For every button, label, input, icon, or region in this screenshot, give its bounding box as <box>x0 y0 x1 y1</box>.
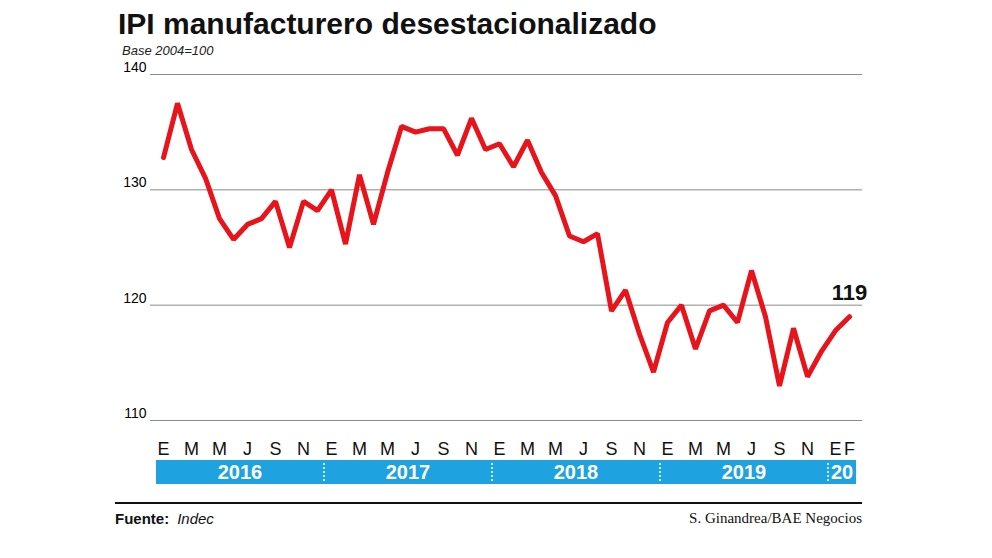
svg-text:F: F <box>844 439 855 459</box>
svg-text:N: N <box>633 439 646 459</box>
html-text:Indec: Indec <box>177 510 214 527</box>
svg-text:E: E <box>661 439 673 459</box>
svg-text:140: 140 <box>123 59 147 75</box>
svg-text:S: S <box>269 439 281 459</box>
svg-text:N: N <box>297 439 310 459</box>
svg-text:S: S <box>605 439 617 459</box>
svg-text:2019: 2019 <box>722 461 767 483</box>
svg-text:2017: 2017 <box>386 461 431 483</box>
svg-text:119: 119 <box>832 280 868 305</box>
svg-text:E: E <box>325 439 337 459</box>
svg-text:110: 110 <box>124 405 147 421</box>
svg-text:J: J <box>243 439 252 459</box>
svg-text:M: M <box>184 439 199 459</box>
svg-text:2018: 2018 <box>554 461 599 483</box>
svg-text:J: J <box>411 439 420 459</box>
svg-text:N: N <box>801 439 814 459</box>
svg-text:M: M <box>380 439 395 459</box>
html-text:IPI manufacturero desestaciona: IPI manufacturero desestacionalizado <box>118 7 657 40</box>
svg-text:M: M <box>688 439 703 459</box>
svg-text:M: M <box>548 439 563 459</box>
svg-text:J: J <box>747 439 756 459</box>
svg-text:M: M <box>520 439 535 459</box>
svg-text:20: 20 <box>831 461 853 483</box>
html-text:S. Ginandrea/BAE Negocios: S. Ginandrea/BAE Negocios <box>689 510 862 526</box>
html-text:Fuente:: Fuente: <box>115 510 170 527</box>
svg-text:E: E <box>157 439 169 459</box>
svg-text:M: M <box>352 439 367 459</box>
svg-text:S: S <box>773 439 785 459</box>
svg-text:E: E <box>829 439 841 459</box>
svg-text:120: 120 <box>123 290 147 306</box>
svg-text:S: S <box>437 439 449 459</box>
svg-text:2016: 2016 <box>218 461 263 483</box>
svg-text:M: M <box>212 439 227 459</box>
svg-text:130: 130 <box>123 174 147 190</box>
html-text:Base 2004=100: Base 2004=100 <box>122 43 214 58</box>
svg-text:M: M <box>716 439 731 459</box>
svg-text:N: N <box>465 439 478 459</box>
svg-text:J: J <box>579 439 588 459</box>
svg-text:E: E <box>493 439 505 459</box>
